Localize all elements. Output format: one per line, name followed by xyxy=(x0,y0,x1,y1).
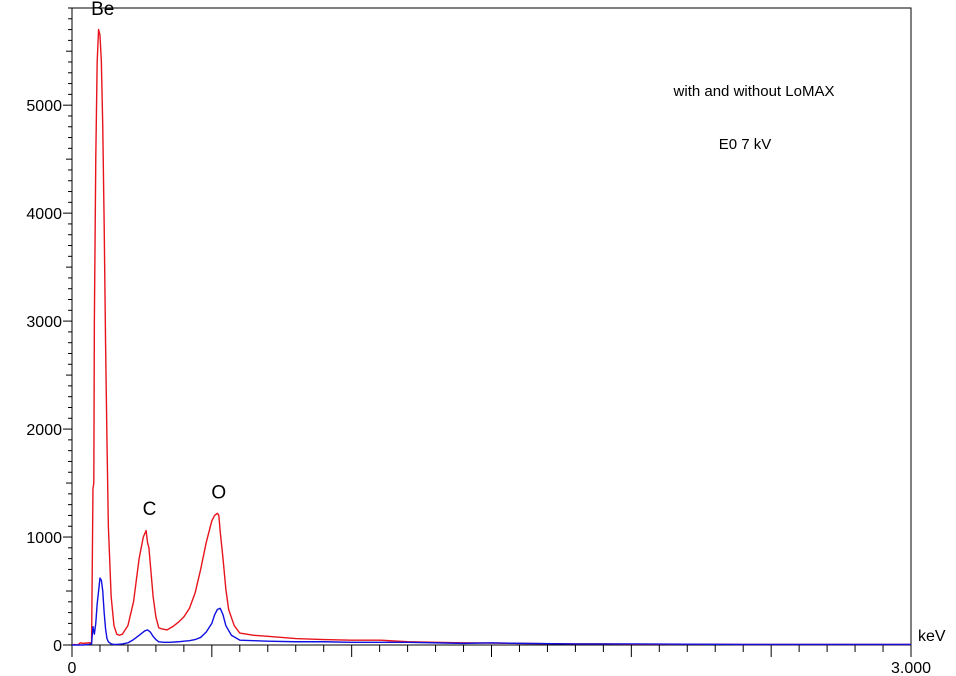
y-tick-label: 3000 xyxy=(26,314,62,331)
y-tick-label: 0 xyxy=(53,638,62,655)
series-line-2 xyxy=(72,578,911,645)
peak-label-be: Be xyxy=(91,0,114,20)
annotation-energy: E0 7 kV xyxy=(719,136,772,153)
x-tick-label: 0 xyxy=(68,660,77,676)
plot-frame xyxy=(72,8,911,645)
y-tick-label: 5000 xyxy=(26,98,62,115)
peak-label-o: O xyxy=(211,483,226,504)
peak-labels: Be C O xyxy=(91,0,226,520)
y-axis: 0 1000 2000 3000 4000 5000 xyxy=(26,8,72,655)
series-line-1 xyxy=(72,30,911,645)
peak-label-c: C xyxy=(143,499,157,520)
x-axis: 0 3.000 xyxy=(68,645,932,676)
annotation-title: with and without LoMAX xyxy=(673,83,835,100)
y-tick-label: 2000 xyxy=(26,422,62,439)
x-tick-label: 3.000 xyxy=(891,660,931,676)
x-axis-label: keV xyxy=(918,628,946,645)
y-tick-label: 1000 xyxy=(26,530,62,547)
y-tick-label: 4000 xyxy=(26,206,62,223)
series-group xyxy=(72,30,911,645)
